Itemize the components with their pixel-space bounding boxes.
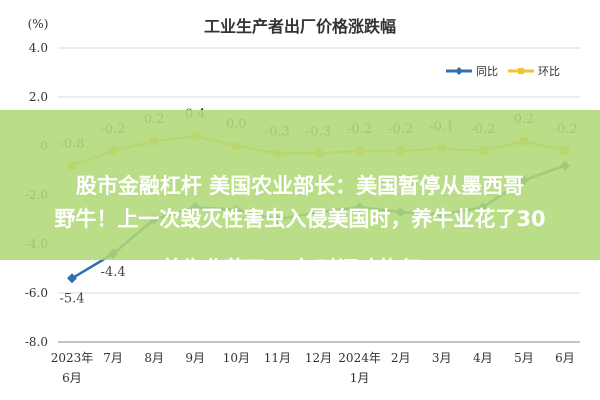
data-label: -4.4 [101,265,126,280]
x-tick-label: 2月 [391,351,411,365]
overlay-text-line-2: 野牛！上一次毁灭性害虫入侵美国时，养牛业花了30 [54,207,546,231]
x-tick-label: 3月 [432,351,452,365]
y-tick-label: 4.0 [29,41,48,55]
x-tick-label: 2024年 1月 [338,351,381,385]
x-tick-label: 11月 [264,351,291,365]
overlay-banner [0,110,600,260]
data-point [67,273,77,284]
x-tick-label: 10月 [223,351,250,365]
x-tick-label: 7月 [103,351,123,365]
legend-label: 环比 [538,65,560,78]
overlay-text-line-1: 股市金融杠杆 美国农业部长：美国暂停从墨西哥 [75,174,525,198]
x-tick-label: 6月 [555,351,575,365]
x-tick-label: 4月 [473,351,493,365]
legend: 同比 环比 [446,65,560,78]
x-tick-label: 12月 [305,351,332,365]
legend-marker [518,68,524,74]
overlay-text-line-3: ，养牛业花了30年时间才恢复 [140,257,422,281]
y-tick-label: 2.0 [29,90,48,104]
legend-label: 同比 [476,65,498,78]
legend-marker [455,67,463,75]
data-label: -5.4 [59,291,84,306]
y-tick-label: -6.0 [25,286,48,300]
x-tick-label: 2023年 6月 [51,351,94,385]
x-tick-label: 5月 [514,351,534,365]
y-axis-label: (%) [28,17,49,31]
y-tick-label: -8.0 [25,335,48,349]
x-tick-label: 8月 [144,351,164,365]
chart-title: 工业生产者出厂价格涨跌幅 [204,17,396,36]
x-tick-label: 9月 [185,351,205,365]
